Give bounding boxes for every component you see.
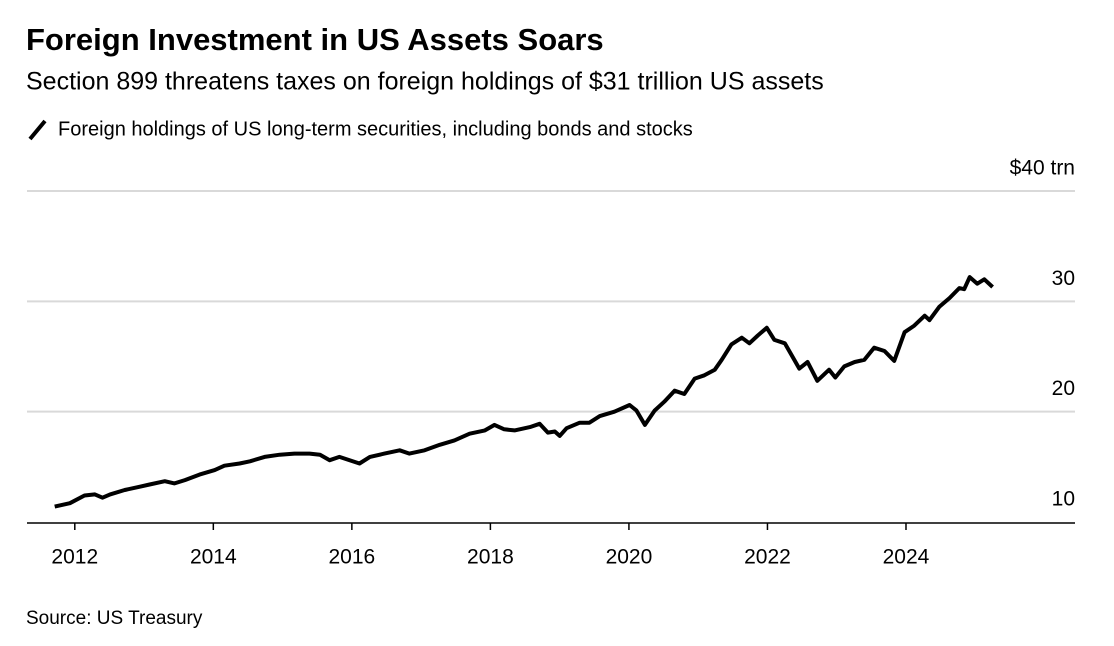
x-tick-label: 2014 bbox=[190, 546, 237, 569]
legend-swatch bbox=[28, 119, 47, 141]
y-tick-label: 30 bbox=[1052, 267, 1075, 290]
chart-title: Foreign Investment in US Assets Soars bbox=[26, 22, 604, 57]
x-tick-label: 2018 bbox=[467, 546, 514, 569]
x-tick-label: 2020 bbox=[606, 546, 653, 569]
y-tick-label: $40 trn bbox=[1010, 157, 1075, 180]
y-tick-label: 20 bbox=[1052, 377, 1075, 400]
x-tick-label: 2012 bbox=[51, 546, 98, 569]
x-tick-label: 2016 bbox=[328, 546, 375, 569]
y-tick-label: 10 bbox=[1052, 488, 1075, 511]
x-tick-label: 2024 bbox=[883, 546, 930, 569]
data-line bbox=[54, 275, 994, 509]
source: Source: US Treasury bbox=[26, 608, 203, 629]
chart-subtitle: Section 899 threatens taxes on foreign h… bbox=[26, 68, 824, 96]
x-tick-label: 2022 bbox=[744, 546, 791, 569]
legend-label: Foreign holdings of US long-term securit… bbox=[58, 118, 693, 140]
